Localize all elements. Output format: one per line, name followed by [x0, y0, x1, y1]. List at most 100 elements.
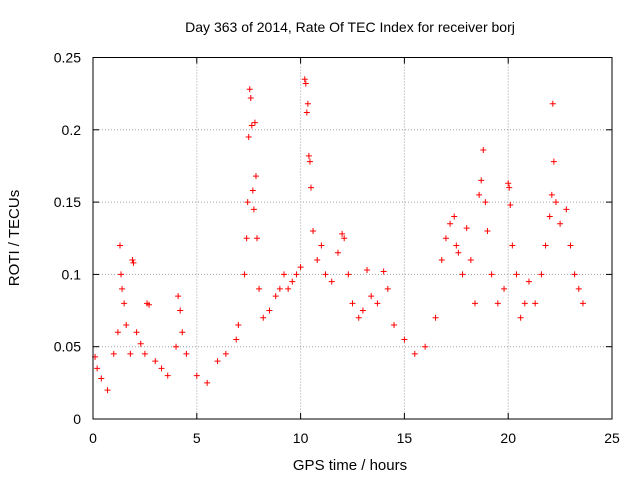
y-tick-label: 0 — [73, 411, 81, 427]
data-point — [517, 314, 524, 321]
data-point — [368, 293, 375, 300]
data-point — [432, 314, 439, 321]
data-point — [411, 350, 418, 357]
data-point — [130, 259, 137, 266]
data-point — [447, 220, 454, 227]
data-point — [521, 300, 528, 307]
data-point — [506, 184, 513, 191]
data-point — [305, 152, 312, 159]
data-point — [542, 242, 549, 249]
data-point — [438, 256, 445, 263]
data-point — [127, 350, 134, 357]
data-point — [204, 379, 211, 386]
data-point — [334, 249, 341, 256]
data-point — [505, 180, 512, 187]
data-point — [214, 358, 221, 365]
data-point — [341, 235, 348, 242]
data-point — [579, 300, 586, 307]
data-point — [501, 285, 508, 292]
data-point — [94, 365, 101, 372]
data-point — [550, 158, 557, 165]
data-point — [222, 350, 229, 357]
data-point — [104, 387, 111, 394]
data-point — [193, 372, 200, 379]
data-point — [121, 300, 128, 307]
data-point — [563, 206, 570, 213]
data-point — [453, 242, 460, 249]
data-point — [451, 213, 458, 220]
data-point — [289, 278, 296, 285]
data-marks — [92, 76, 586, 394]
data-point — [141, 350, 148, 357]
data-point — [374, 300, 381, 307]
x-axis-label: GPS time / hours — [293, 457, 407, 474]
data-point — [266, 307, 273, 314]
data-point — [244, 199, 251, 206]
data-point — [507, 201, 514, 208]
data-point — [164, 372, 171, 379]
data-point — [304, 100, 311, 107]
data-point — [442, 235, 449, 242]
data-point — [137, 340, 144, 347]
data-point — [494, 300, 501, 307]
grid-layer — [93, 57, 612, 419]
y-tick-label: 0.25 — [54, 50, 81, 66]
data-point — [297, 264, 304, 271]
data-point — [318, 242, 325, 249]
data-point — [322, 271, 329, 278]
x-tick-label: 20 — [500, 430, 516, 446]
data-point — [256, 285, 263, 292]
data-point — [146, 301, 153, 308]
data-point — [245, 134, 252, 141]
data-point — [158, 365, 165, 372]
data-point — [301, 76, 308, 83]
data-point — [391, 322, 398, 329]
data-point — [179, 329, 186, 336]
data-point — [467, 256, 474, 263]
plot-frame — [92, 57, 613, 420]
data-point — [123, 322, 130, 329]
data-point — [307, 184, 314, 191]
data-point — [455, 249, 462, 256]
data-point — [293, 271, 300, 278]
data-point — [549, 100, 556, 107]
chart-title: Day 363 of 2014, Rate Of TEC Index for r… — [185, 19, 515, 35]
ticks-layer — [92, 57, 613, 420]
data-point — [339, 230, 346, 237]
data-point — [349, 300, 356, 307]
data-point — [250, 206, 257, 213]
data-point — [328, 278, 335, 285]
data-point — [285, 285, 292, 292]
data-point — [260, 314, 267, 321]
data-point — [488, 271, 495, 278]
data-point — [478, 177, 485, 184]
data-point — [480, 147, 487, 154]
data-point — [133, 329, 140, 336]
y-tick-label: 0.15 — [54, 194, 81, 210]
data-point — [359, 307, 366, 314]
data-point — [119, 285, 126, 292]
data-point — [364, 267, 371, 274]
data-point — [422, 343, 429, 350]
x-tick-label: 5 — [193, 430, 201, 446]
data-point — [310, 228, 317, 235]
data-point — [306, 158, 313, 165]
data-point — [384, 285, 391, 292]
data-point — [110, 350, 117, 357]
data-point — [173, 343, 180, 350]
data-point — [345, 271, 352, 278]
y-tick-label: 0.1 — [62, 266, 82, 282]
data-point — [251, 119, 258, 126]
data-point — [525, 278, 532, 285]
data-point — [248, 122, 255, 129]
data-point — [513, 271, 520, 278]
data-point — [459, 271, 466, 278]
data-point — [538, 271, 545, 278]
data-point — [280, 271, 287, 278]
data-point — [129, 256, 136, 263]
data-point — [241, 271, 248, 278]
data-point — [509, 242, 516, 249]
data-point — [246, 86, 253, 93]
